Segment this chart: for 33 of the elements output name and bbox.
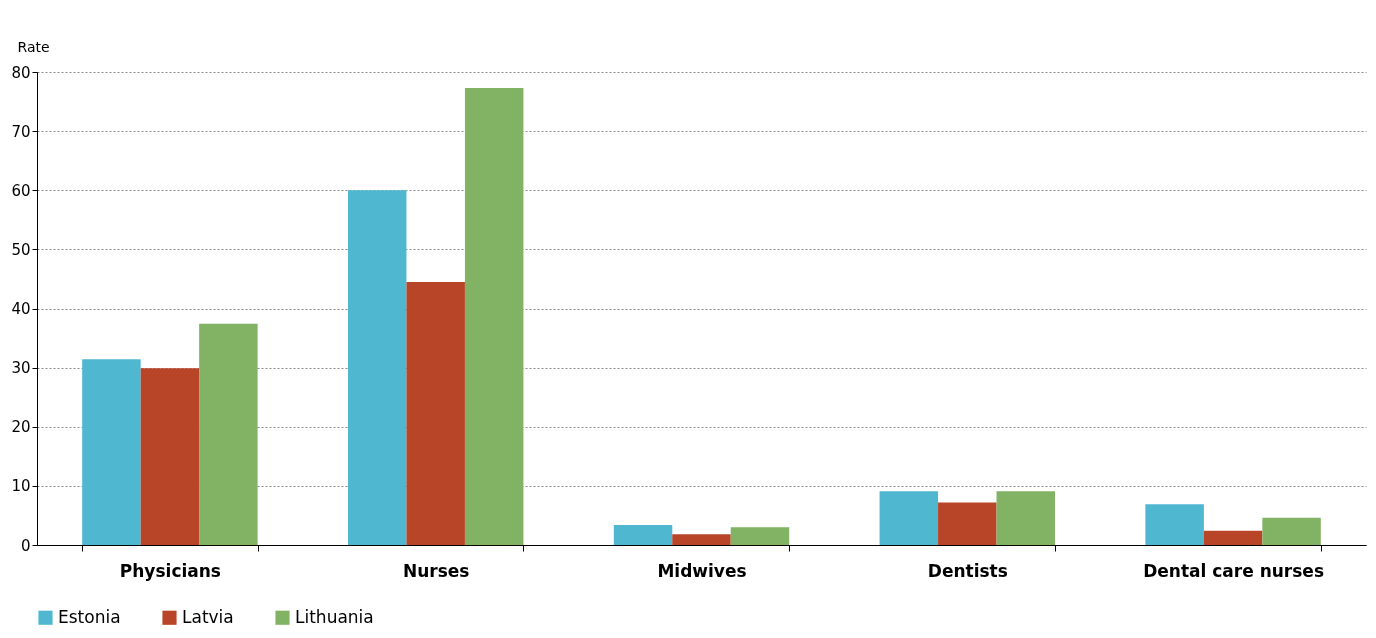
y-tick-label: 20 [11,418,31,437]
legend-label: Latvia [182,606,234,627]
bar [199,323,258,545]
bar [464,87,524,545]
y-tick-label: 30 [11,359,31,378]
bar [140,368,200,545]
bar [347,190,407,545]
bar [1145,504,1204,545]
bar [406,281,465,545]
y-axis-title: Rate [17,38,50,55]
bar [613,524,673,545]
bar [996,491,1056,545]
bar [82,359,141,545]
y-tick-label: 80 [11,63,31,82]
bar [1262,517,1321,545]
bar [879,491,939,545]
x-tick-label: Nurses [402,560,470,581]
y-tick-label: 40 [11,300,31,318]
y-tick-label: 50 [11,240,31,259]
legend-label: Estonia [58,606,121,627]
bar [938,502,997,545]
bar [730,527,790,545]
bar [1203,530,1263,545]
x-tick-label: Physicians [119,560,221,581]
y-tick-label: 60 [11,181,31,200]
x-tick-label: Midwives [657,560,747,581]
bar [672,534,731,545]
x-tick-label: Dental care nurses [1143,560,1325,581]
legend-label: Lithuania [295,606,374,627]
y-tick-label: 0 [20,536,31,555]
y-tick-label: 70 [11,122,31,141]
x-tick-label: Dentists [927,560,1008,581]
y-tick-label: 10 [11,477,31,496]
